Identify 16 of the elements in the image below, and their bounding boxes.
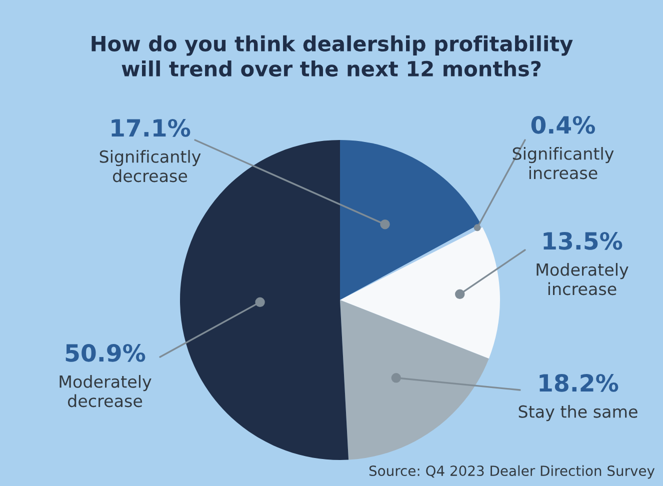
slice-label: Moderately increase (536, 263, 628, 296)
slice-label: Moderately decrease (60, 375, 152, 408)
data-label: 18.2% (540, 374, 618, 392)
chart-title: How do you think dealership profitability will trend over the next 12 months? (92, 35, 573, 77)
data-label: 50.9% (66, 344, 146, 362)
data-label: 13.5% (544, 232, 622, 250)
pie-slice (340, 224, 482, 300)
source-note: Source: Q4 2023 Dealer Direction Survey (369, 465, 655, 479)
pie-slice (340, 227, 500, 359)
data-label: 17.1% (112, 118, 190, 137)
slice-label: Stay the same (518, 405, 638, 422)
pie-slice (340, 300, 489, 460)
slice-label: Significantly decrease (100, 150, 201, 182)
pie-slice (340, 140, 481, 300)
slice-label: Significantly increase (512, 147, 614, 180)
data-label: 0.4% (531, 116, 595, 134)
